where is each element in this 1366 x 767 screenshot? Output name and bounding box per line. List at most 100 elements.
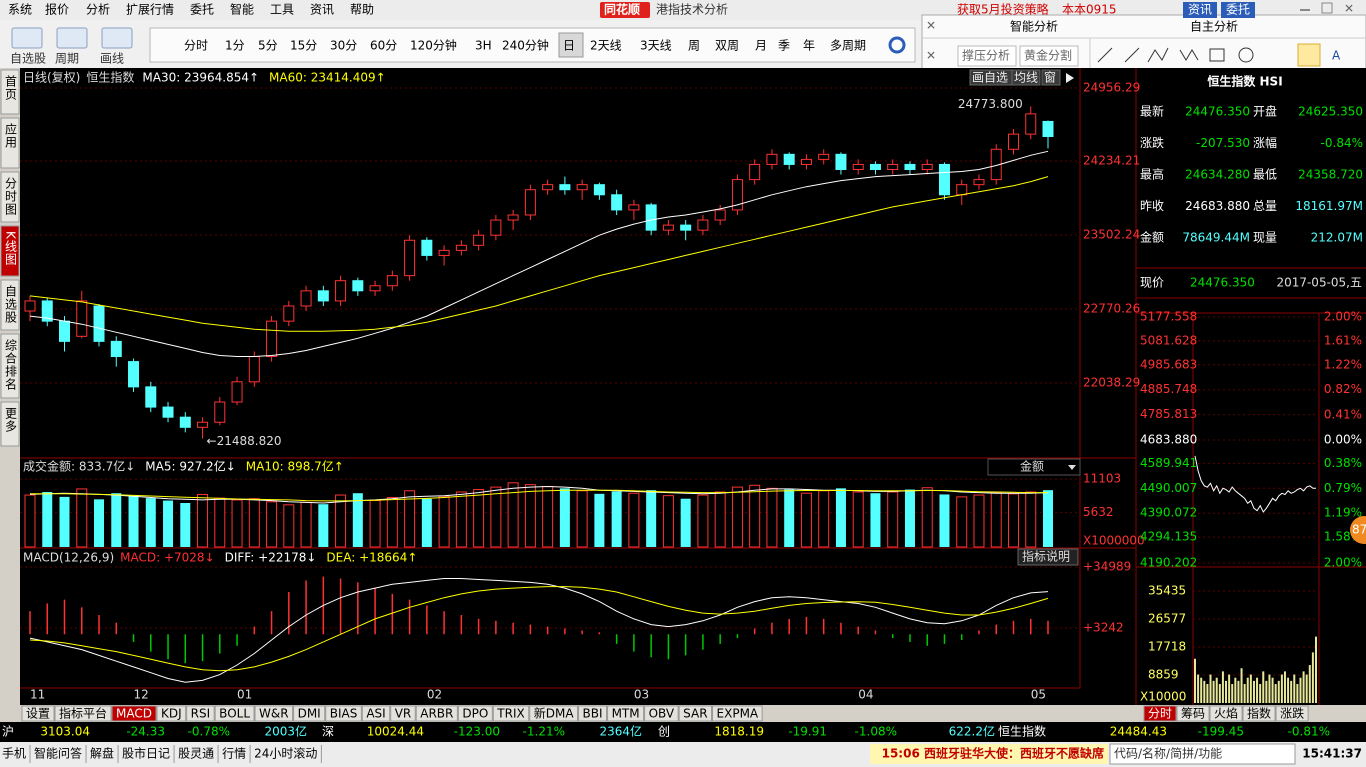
indicator-tab-bg[interactable] bbox=[607, 705, 645, 722]
analysis-tab[interactable]: 自主分析 bbox=[1190, 20, 1238, 34]
indicator-tab[interactable]: BBI bbox=[583, 707, 603, 721]
period-button[interactable]: 1分 bbox=[225, 39, 245, 53]
news-ticker[interactable]: 15:06 西班牙驻华大使：西班牙不愿缺席 bbox=[882, 746, 1104, 761]
period-button[interactable]: 季 bbox=[778, 39, 790, 53]
period-button[interactable]: 15分 bbox=[290, 39, 317, 53]
indicator-tab-bg[interactable] bbox=[529, 705, 579, 722]
text-tool-icon[interactable]: A bbox=[1332, 49, 1341, 63]
period-button[interactable]: 240分钟 bbox=[502, 38, 549, 53]
indicator-tab-bg[interactable] bbox=[415, 705, 458, 722]
indicator-tab[interactable]: DMI bbox=[298, 707, 321, 721]
period-button[interactable]: 60分 bbox=[370, 39, 397, 53]
status-item[interactable]: 24小时滚动 bbox=[254, 746, 317, 761]
indicator-tab-bg[interactable] bbox=[111, 705, 157, 722]
selector-bg[interactable] bbox=[987, 458, 1081, 476]
menu-item[interactable]: 扩展行情 bbox=[126, 3, 174, 17]
menu-item[interactable]: 分析 bbox=[86, 3, 110, 17]
left-tab-bg[interactable] bbox=[0, 333, 20, 399]
side-tab[interactable]: 火焰 bbox=[1214, 706, 1238, 721]
tool-icon[interactable] bbox=[101, 27, 133, 49]
menu-item[interactable]: 工具 bbox=[270, 3, 294, 17]
indicator-tab-bg[interactable] bbox=[712, 705, 763, 722]
panel-arrow[interactable] bbox=[1066, 73, 1074, 83]
top-button[interactable]: 资讯 bbox=[1188, 3, 1212, 17]
period-button[interactable]: 分时 bbox=[184, 39, 208, 53]
indicator-tab[interactable]: DPO bbox=[462, 707, 488, 721]
indicator-tab[interactable]: RSI bbox=[191, 707, 211, 721]
chart-button-bg[interactable] bbox=[1041, 69, 1061, 86]
menu-item[interactable]: 帮助 bbox=[350, 3, 374, 17]
indicator-tab-bg[interactable] bbox=[390, 705, 416, 722]
side-tab[interactable]: 涨跌 bbox=[1280, 706, 1304, 721]
left-tab-bg[interactable] bbox=[0, 279, 20, 331]
status-item[interactable]: 解盘 bbox=[90, 746, 114, 761]
chart-button[interactable]: 窗 bbox=[1044, 71, 1056, 85]
indicator-help[interactable]: 指标说明 bbox=[1022, 549, 1070, 564]
badge-bg[interactable] bbox=[1350, 516, 1366, 544]
left-tab-bg[interactable] bbox=[0, 69, 20, 115]
side-tab-bg[interactable] bbox=[1242, 705, 1276, 722]
menu-item[interactable]: 智能 bbox=[230, 2, 254, 17]
analysis-button[interactable]: 黄金分割 bbox=[1024, 48, 1072, 63]
indicator-tab-bg[interactable] bbox=[254, 705, 294, 722]
status-item[interactable]: 股灵通 bbox=[178, 747, 214, 761]
side-tab-bg[interactable] bbox=[1275, 705, 1309, 722]
indicator-tab-bg[interactable] bbox=[578, 705, 608, 722]
indicator-tab[interactable]: BOLL bbox=[219, 707, 250, 721]
top-button-bg[interactable] bbox=[1183, 2, 1217, 18]
menu-item[interactable]: 系统 bbox=[8, 3, 32, 17]
analysis-button[interactable]: 撑压分析 bbox=[962, 48, 1010, 63]
indicator-tab-bg[interactable] bbox=[21, 705, 55, 722]
indicator-tab[interactable]: W&R bbox=[259, 707, 289, 721]
indicator-tab[interactable]: OBV bbox=[649, 707, 675, 721]
analysis-button-bg[interactable] bbox=[957, 45, 1017, 67]
status-item[interactable]: 手机 bbox=[2, 747, 26, 761]
indicator-tab[interactable]: ARBR bbox=[420, 707, 453, 721]
menu-item[interactable]: 委托 bbox=[190, 3, 214, 17]
tool-icon[interactable] bbox=[56, 27, 88, 49]
period-button[interactable]: 5分 bbox=[258, 39, 278, 53]
indicator-tab[interactable]: VR bbox=[395, 707, 412, 721]
indicator-tab-bg[interactable] bbox=[54, 705, 112, 722]
indicator-tab-bg[interactable] bbox=[492, 705, 530, 722]
period-button[interactable]: 周 bbox=[688, 39, 700, 53]
top-button[interactable]: 委托 bbox=[1226, 3, 1250, 17]
top-button-bg[interactable] bbox=[1221, 2, 1255, 18]
period-button[interactable]: 月 bbox=[755, 39, 767, 53]
indicator-tab[interactable]: MACD bbox=[116, 707, 152, 721]
badge[interactable]: 87 bbox=[1352, 523, 1366, 537]
analysis-tab[interactable]: 智能分析 bbox=[1010, 19, 1058, 34]
indicator-tab-bg[interactable] bbox=[186, 705, 215, 722]
left-tab[interactable]: K线图 bbox=[4, 231, 18, 266]
side-tab[interactable]: 筹码 bbox=[1181, 707, 1205, 721]
status-item[interactable]: 股市日记 bbox=[122, 746, 170, 761]
indicator-tab-bg[interactable] bbox=[644, 705, 679, 722]
left-tab[interactable]: 综合排名 bbox=[4, 339, 18, 391]
promo-link[interactable]: 获取5月投资策略 bbox=[957, 2, 1049, 17]
search-placeholder[interactable]: 代码/名称/简拼/功能 bbox=[1114, 746, 1222, 761]
period-button[interactable]: 120分钟 bbox=[410, 38, 457, 53]
chart-button-bg[interactable] bbox=[1011, 69, 1041, 86]
indicator-tab-bg[interactable] bbox=[325, 705, 362, 722]
indicator-tab-bg[interactable] bbox=[214, 705, 255, 722]
indicator-tab[interactable]: EXPMA bbox=[717, 707, 759, 721]
indicator-tab[interactable]: BIAS bbox=[330, 707, 358, 721]
status-item[interactable]: 行情 bbox=[222, 747, 246, 761]
period-button[interactable]: 双周 bbox=[715, 39, 739, 53]
period-button[interactable]: 年 bbox=[803, 39, 815, 53]
left-tab[interactable]: 应用 bbox=[4, 122, 18, 149]
left-tab[interactable]: 分时图 bbox=[4, 177, 18, 216]
indicator-tab-bg[interactable] bbox=[457, 705, 493, 722]
side-tab-bg[interactable] bbox=[1143, 705, 1177, 722]
indicator-tab[interactable]: SAR bbox=[683, 707, 707, 721]
indicator-tab-bg[interactable] bbox=[293, 705, 326, 722]
side-tab[interactable]: 分时 bbox=[1148, 707, 1172, 721]
indicator-tab[interactable]: TRIX bbox=[496, 707, 524, 721]
tool-icon[interactable] bbox=[11, 27, 43, 49]
search-box[interactable] bbox=[1109, 743, 1296, 765]
left-tab-bg[interactable] bbox=[0, 171, 20, 223]
dropdown-arrow[interactable] bbox=[1068, 465, 1076, 470]
indicator-tab[interactable]: 指标平台 bbox=[59, 706, 107, 721]
left-tab-bg[interactable] bbox=[0, 225, 20, 277]
tool-label[interactable]: 画线 bbox=[100, 52, 124, 66]
